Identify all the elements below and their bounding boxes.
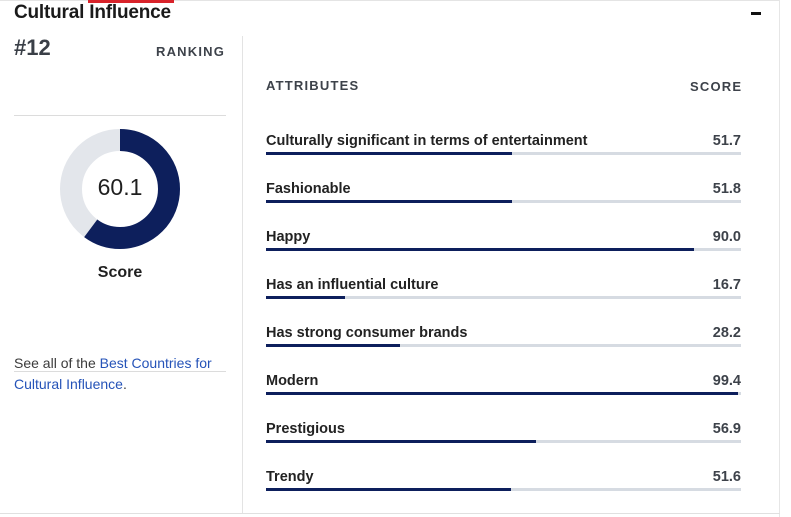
attribute-name: Culturally significant in terms of enter… (266, 133, 588, 149)
see-all-text: See all of the Best Countries for Cultur… (14, 353, 229, 395)
title-accent-bar (88, 0, 174, 3)
attribute-score: 51.7 (712, 133, 741, 149)
summary-panel (0, 36, 243, 513)
attribute-bar-track (266, 488, 741, 491)
attribute-name: Modern (266, 373, 319, 389)
attribute-bar-track (266, 344, 741, 347)
attribute-bar-fill (266, 296, 346, 299)
attribute-name: Has an influential culture (266, 277, 439, 293)
attribute-row: Has strong consumer brands 28.2 (266, 325, 741, 373)
ranking-label: RANKING (156, 44, 226, 59)
summary-divider-bottom (14, 371, 226, 372)
attribute-row: Fashionable 51.8 (266, 181, 741, 229)
attribute-score: 90.0 (712, 229, 741, 245)
attribute-bar-track (266, 296, 741, 299)
attribute-score: 51.8 (712, 181, 741, 197)
collapse-button[interactable] (746, 3, 768, 23)
attribute-bar-fill (266, 248, 694, 251)
score-donut (60, 129, 180, 249)
attribute-row: Culturally significant in terms of enter… (266, 133, 741, 181)
attribute-bar-track (266, 392, 741, 395)
attribute-bar-track (266, 248, 741, 251)
attribute-name: Trendy (266, 469, 314, 485)
section-title: Cultural Influence (14, 2, 171, 23)
attribute-row: Happy 90.0 (266, 229, 741, 277)
attribute-row: Trendy 51.6 (266, 469, 741, 517)
bottom-border (0, 513, 780, 514)
rank-number: #12 (14, 35, 51, 60)
attribute-bar-fill (266, 152, 512, 155)
score-header: SCORE (690, 79, 743, 94)
attribute-name: Fashionable (266, 181, 351, 197)
see-all-prefix: See all of the (14, 355, 100, 371)
attribute-bar-fill (266, 392, 739, 395)
attribute-bar-fill (266, 200, 513, 203)
donut-fill (60, 129, 180, 249)
attribute-row: Has an influential culture 16.7 (266, 277, 741, 325)
attribute-bar-track (266, 200, 741, 203)
see-all-suffix: . (122, 376, 127, 392)
top-border (0, 0, 779, 1)
attribute-bar-fill (266, 440, 537, 443)
attribute-score: 56.9 (712, 421, 741, 437)
attribute-score: 28.2 (712, 325, 741, 341)
attribute-bar-track (266, 152, 741, 155)
attribute-bar-track (266, 440, 741, 443)
right-border (779, 0, 780, 517)
summary-divider-top (14, 115, 226, 116)
score-value: 60.1 (97, 174, 143, 200)
attribute-score: 16.7 (712, 277, 741, 293)
attribute-score: 99.4 (712, 373, 741, 389)
best-countries-link[interactable]: Best Countries for Cultural Influence (14, 355, 212, 392)
minus-icon (751, 12, 761, 15)
attribute-row: Prestigious 56.9 (266, 421, 741, 469)
attribute-row: Modern 99.4 (266, 373, 741, 421)
attribute-bar-fill (266, 344, 400, 347)
score-label: Score (97, 264, 143, 281)
attribute-name: Prestigious (266, 421, 345, 437)
attribute-name: Has strong consumer brands (266, 325, 468, 341)
attribute-name: Happy (266, 229, 311, 245)
attribute-score: 51.6 (712, 469, 741, 485)
attributes-header: ATTRIBUTES (266, 78, 360, 93)
attribute-bar-fill (266, 488, 512, 491)
